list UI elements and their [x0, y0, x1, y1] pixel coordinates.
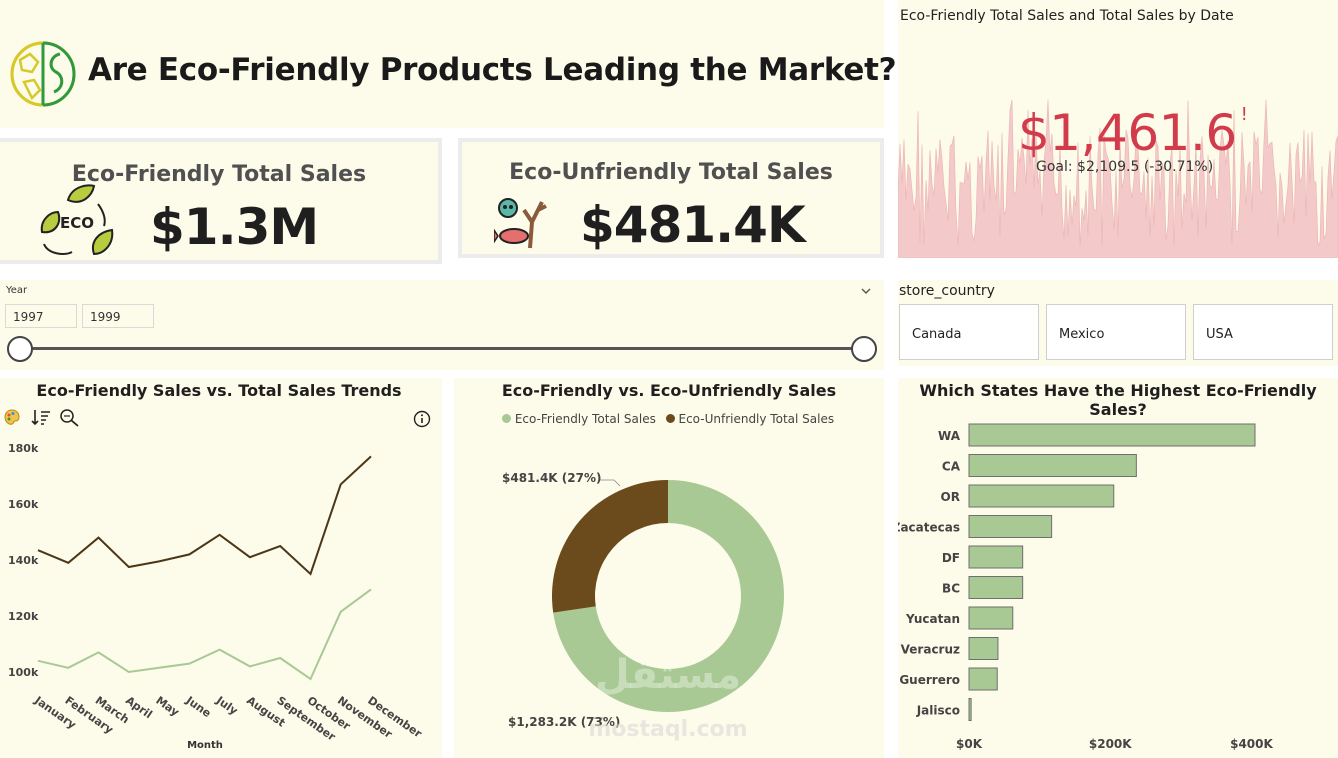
bar-zacatecas[interactable] [968, 515, 1053, 538]
kpi-title: Eco-Friendly Total Sales and Total Sales… [900, 8, 1234, 24]
y-tick-label: 160k [8, 498, 39, 511]
donut-chart: $481.4K (27%) $1,283.2K (73%) مستقل most… [502, 471, 784, 742]
bar-category-label: WA [938, 429, 961, 443]
donut-chart-title: Eco-Friendly vs. Eco-Unfriendly Sales [501, 381, 837, 400]
country-option-mexico[interactable]: Mexico [1046, 304, 1186, 360]
kpi-value-row: $1,461.6! [1018, 104, 1248, 162]
legend-uneco-label: Eco-Unfriendly Total Sales [678, 412, 835, 426]
year-slicer[interactable]: Year 1997 1999 [0, 280, 884, 370]
country-option-label: Canada [912, 327, 962, 342]
bar-veracruz[interactable] [968, 637, 999, 660]
year-slider-track[interactable] [20, 347, 864, 350]
eco-total-value: $1.3M [150, 198, 319, 256]
x-tick-label: $200K [1089, 737, 1132, 751]
bar-jalisco[interactable] [968, 698, 972, 721]
kpi-value-suffix: ! [1240, 104, 1248, 125]
x-tick-label: June [183, 693, 214, 720]
bar-wa[interactable] [968, 423, 1256, 447]
eco-globe-icon [10, 41, 76, 107]
uneco-total-value: $481.4K [580, 196, 806, 254]
year-from-input[interactable]: 1997 [5, 304, 77, 328]
series-line-total-sales [37, 455, 372, 576]
y-tick-label: 120k [8, 610, 39, 623]
bar-df[interactable] [968, 545, 1024, 569]
bar-category-label: BC [942, 582, 960, 596]
legend-uneco-dot [665, 414, 675, 423]
eco-total-card: Eco-Friendly Total Sales ECO $1.3M [0, 138, 442, 264]
bar-yucatan[interactable] [968, 606, 1014, 630]
x-tick-label: July [213, 693, 240, 717]
bar-category-label: CA [942, 460, 961, 474]
year-slider-handle-end[interactable] [851, 336, 877, 362]
x-tick-label: $400K [1230, 737, 1273, 751]
zoom-icon[interactable] [59, 409, 81, 427]
info-icon[interactable] [413, 410, 431, 428]
eco-total-label: Eco-Friendly Total Sales [71, 162, 367, 187]
uneco-total-label: Eco-Unfriendly Total Sales [509, 160, 833, 185]
year-to-input[interactable]: 1999 [82, 304, 154, 328]
line-chart-title: Eco-Friendly Sales vs. Total Sales Trend… [36, 381, 402, 400]
legend-eco-dot [502, 414, 511, 423]
watermark-brand: مستقل [595, 652, 741, 698]
x-tick-label: May [153, 694, 181, 719]
bar-category-label: Zacatecas [898, 521, 960, 535]
chevron-down-icon[interactable] [860, 286, 872, 296]
eco-leaves-icon: ECO [40, 184, 114, 256]
kpi-value: $1,461.6 [1018, 104, 1237, 162]
year-slider-handle-start[interactable] [7, 336, 33, 362]
bar-chart-title: Which States Have the Highest Eco-Friend… [919, 381, 1317, 419]
line-chart-panel: Eco-Friendly Sales vs. Total Sales Trend… [0, 378, 442, 758]
donut-label-eco: $1,283.2K (73%) [508, 715, 620, 729]
bar-category-label: Guerrero [899, 673, 960, 687]
header-panel: Are Eco-Friendly Products Leading the Ma… [0, 0, 897, 128]
bar-ca[interactable] [968, 454, 1137, 477]
y-tick-label: 100k [8, 666, 39, 679]
donut-chart-panel: Eco-Friendly vs. Eco-Unfriendly Sales Ec… [454, 378, 884, 758]
country-slicer: store_country Canada Mexico USA [898, 280, 1338, 366]
bar-category-label: OR [941, 490, 960, 504]
svg-text:ECO: ECO [60, 214, 94, 232]
year-slicer-label: Year [6, 285, 28, 296]
kpi-sparkline-area [898, 99, 1338, 258]
bar-chart-panel: Which States Have the Highest Eco-Friend… [898, 378, 1338, 758]
y-tick-label: 140k [8, 554, 39, 567]
bar-category-label: Jalisco [916, 704, 960, 718]
country-option-canada[interactable]: Canada [899, 304, 1039, 360]
page-title: Are Eco-Friendly Products Leading the Ma… [88, 52, 897, 88]
y-tick-label: 180k [8, 442, 39, 455]
donut-leader-line-uneco [600, 479, 621, 487]
kpi-sparkline [898, 99, 1338, 258]
year-from-value: 1997 [13, 310, 44, 324]
uneco-total-card: Eco-Unfriendly Total Sales $481.4K [458, 138, 884, 258]
year-to-value: 1999 [90, 310, 121, 324]
bar-bc[interactable] [968, 576, 1024, 599]
legend-eco-label: Eco-Friendly Total Sales [514, 412, 656, 426]
bar-guerrero[interactable] [968, 667, 998, 691]
donut-legend: Eco-Friendly Total Sales Eco-Unfriendly … [502, 412, 834, 426]
country-option-usa[interactable]: USA [1193, 304, 1333, 360]
country-option-label: Mexico [1059, 327, 1105, 342]
country-option-label: USA [1206, 327, 1233, 342]
sort-icon[interactable] [31, 409, 51, 426]
country-slicer-label: store_country [899, 283, 995, 299]
series-line-eco-friendly-sales [37, 588, 372, 681]
kpi-goal-panel: Eco-Friendly Total Sales and Total Sales… [898, 0, 1338, 258]
donut-label-uneco: $481.4K (27%) [502, 471, 601, 485]
bar-or[interactable] [968, 484, 1115, 508]
donut-slice-eco[interactable] [553, 480, 784, 712]
donut-slice-uneco[interactable] [552, 480, 668, 613]
kpi-goal: Goal: $2,109.5 (-30.71%) [1036, 159, 1214, 175]
bar-category-label: DF [942, 551, 960, 565]
bar-category-label: Yucatan [905, 612, 960, 626]
bar-chart: WA CA OR Zacatecas DF BC Yucatan Veracruz Guerre… [898, 423, 1274, 751]
line-chart-xlabel: Month [187, 740, 223, 751]
x-tick-label: $0K [956, 737, 983, 751]
bar-category-label: Veracruz [901, 643, 960, 657]
watermark-url: mostaql.com [588, 717, 747, 742]
pollution-icon [494, 198, 547, 249]
palette-icon[interactable] [4, 409, 20, 426]
